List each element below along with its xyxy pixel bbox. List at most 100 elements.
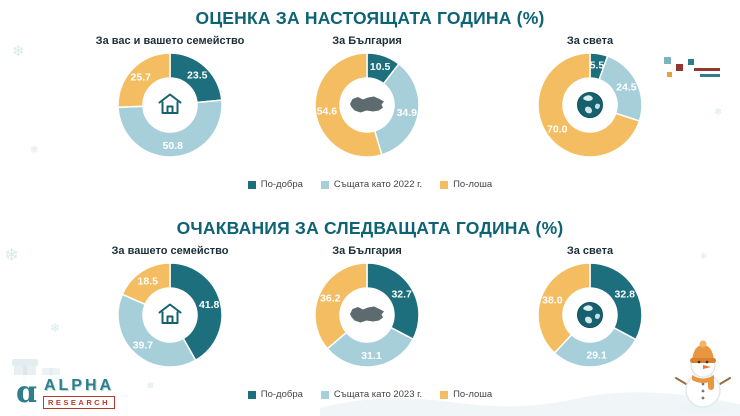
charts-row: За вашето семейство 41.8 39.7 18.5 За Бълг… [0,245,740,375]
pie-slice [121,262,171,306]
legend: По-добра Същата като 2022 г. По-лоша [0,179,740,190]
slice-label: 18.5 [138,276,159,288]
slice-label: 25.7 [131,72,152,84]
snowman-illustration [675,340,731,413]
legend-item-same: Същата като 2022 г. [320,179,423,190]
confetti-square [676,64,683,71]
legend-item-worse: По-лоша [440,179,492,190]
pie-slice [169,262,223,361]
slice-label: 54.6 [317,105,338,117]
pie-slice [373,63,420,156]
slice-label: 38.0 [542,295,563,307]
slice-label: 50.8 [163,140,184,152]
donut: 32.8 29.1 38.0 [535,260,645,370]
confetti-square [667,72,672,77]
snowflake-icon: ❄ [50,321,61,335]
house-icon [158,93,182,114]
slice-label: 34.9 [397,107,418,119]
globe-icon [577,302,603,328]
slice-label: 29.1 [586,349,607,361]
bulgaria-map-icon [350,96,384,113]
pie-slice [314,52,383,158]
chart-caption: За света [566,245,614,257]
legend-item-better: По-добра [247,179,303,190]
legend-item-worse: По-лоша [440,389,492,400]
snowflake-icon: ❄ [146,381,155,392]
slice-label: 41.8 [199,299,220,311]
charts-row: За вас и вашето семейство 23.5 50.8 25.7 З… [0,35,740,165]
slice-label: 10.5 [370,61,391,73]
legend-swatch [440,180,449,189]
logo-research-text: RESEARCH [42,396,116,409]
logo-alpha-text: ALPHA [43,377,115,394]
donut-chart-family: За вас и вашето семейство 23.5 50.8 25.7 [58,35,282,160]
legend-swatch [247,180,256,189]
donut-chart-family: За вашето семейство 41.8 39.7 18.5 [58,245,282,370]
donut-chart-world: За света 32.8 29.1 38.0 [478,245,702,370]
legend-label: Същата като 2022 г. [333,179,423,190]
confetti-square [688,59,694,65]
legend-swatch [247,390,256,399]
donut-svg: 32.8 29.1 38.0 [537,262,643,368]
bulgaria-map-icon [350,306,384,323]
legend-label: По-лоша [453,179,493,190]
legend: По-добра Същата като 2023 г. По-лоша [0,389,740,400]
legend-label: Същата като 2023 г. [333,389,423,400]
pie-slice [117,99,223,158]
snowflake-icon: ❄ [12,43,25,60]
slice-label: 39.7 [133,340,154,352]
pie-slice [314,262,368,350]
pie-slice [117,52,171,109]
logo-text: ALPHA RESEARCH [42,377,116,409]
legend-label: По-лоша [453,389,493,400]
chart-caption: За България [332,35,402,47]
legend-label: По-добра [260,179,303,190]
slice-label: 32.7 [391,289,412,301]
donut-chart-bulgaria: За България 32.7 31.1 36.2 [255,245,479,370]
slice-label: 23.5 [187,70,208,82]
snowflake-icon: ❄ [30,145,39,156]
slice-label: 70.0 [547,123,568,135]
pie-slice [537,52,641,158]
legend-swatch [320,390,329,399]
donut: 41.8 39.7 18.5 [115,260,225,370]
chart-caption: За вашето семейство [111,245,229,257]
donut-svg: 5.5 24.5 70.0 [537,52,643,158]
section-title: ОЦЕНКА ЗА НАСТОЯЩАТА ГОДИНА (%) [195,8,545,28]
donut: 10.5 34.9 54.6 [312,50,422,160]
house-icon [158,303,182,324]
slice-label: 24.5 [616,82,637,94]
legend-label: По-добра [260,389,303,400]
section-current-year: ОЦЕНКА ЗА НАСТОЯЩАТА ГОДИНА (%) За вас и… [0,0,740,190]
slice-label: 36.2 [320,292,341,304]
section-title: ОЧАКВАНИЯ ЗА СЛЕДВАЩАТА ГОДИНА (%) [176,218,564,238]
donut-chart-bulgaria: За България 10.5 34.9 54.6 [255,35,479,160]
donut-svg: 41.8 39.7 18.5 [117,262,223,368]
pie-slice [589,262,643,341]
snowflake-icon: ❄ [714,107,723,118]
logo-glyph: ɑ [16,375,37,410]
confetti-square [664,57,671,64]
legend-swatch [440,390,449,399]
confetti-bar [694,68,720,71]
legend-item-better: По-добра [247,389,303,400]
snow-drift-decoration [320,392,740,416]
chart-caption: За света [566,35,614,47]
snowflake-icon: ❄ [4,245,20,265]
slice-label: 31.1 [361,350,382,362]
slice-label: 5.5 [590,60,605,72]
snowflake-icon: ❄ [700,251,708,261]
donut-svg: 32.7 31.1 36.2 [314,262,420,368]
donut-chart-world: За света 5.5 24.5 70.0 [478,35,702,160]
donut: 5.5 24.5 70.0 [535,50,645,160]
chart-caption: За България [332,245,402,257]
globe-icon [577,92,603,118]
section-next-year: ОЧАКВАНИЯ ЗА СЛЕДВАЩАТА ГОДИНА (%) За ва… [0,206,740,400]
donut-svg: 10.5 34.9 54.6 [314,52,420,158]
pie-slice [537,262,591,354]
legend-item-same: Същата като 2023 г. [320,389,423,400]
confetti-bar [700,74,720,77]
donut: 23.5 50.8 25.7 [115,50,225,160]
donut: 32.7 31.1 36.2 [312,260,422,370]
